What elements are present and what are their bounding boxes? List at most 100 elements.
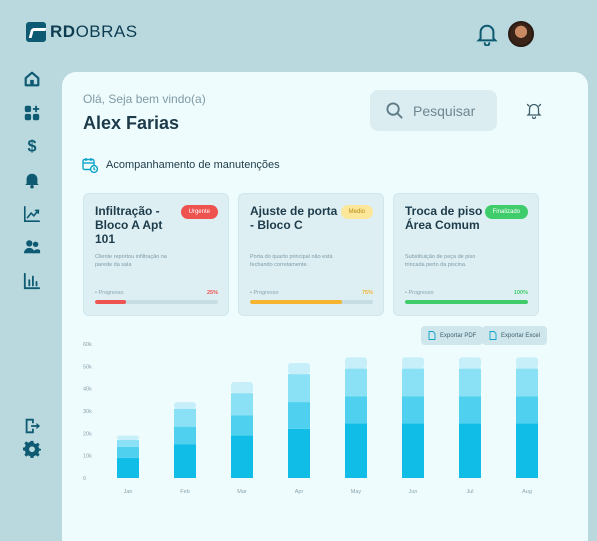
bar-segment [402,423,424,478]
bar-segment [117,457,139,478]
card-description: Substituição de peça de piso trincada pe… [405,254,476,268]
bar-segment [516,423,538,478]
bar-segment [288,402,310,429]
y-tick-label: 20k [83,431,92,437]
logo-text: RDOBRAS [50,22,138,41]
search-input[interactable] [413,102,493,119]
bar-segment [117,435,139,441]
bar-segment [516,357,538,369]
bar-segment [117,440,139,447]
avatar[interactable] [508,21,534,47]
apps-add-icon[interactable] [22,103,42,123]
maintenance-bar-chart: 0 10k 20k 30k 40k 50k 60k Jan Feb Mar Apr May Jun Jul… [83,342,538,495]
calendar-clock-icon [82,158,98,173]
x-tick-label: Aug [522,489,532,495]
x-tick-label: Feb [180,489,189,495]
home-icon[interactable] [22,69,42,89]
card-title: Troca de piso – Área Comum [405,204,493,232]
bar-segment [516,396,538,424]
x-tick-label: Jul [466,489,473,495]
bar-segment [402,396,424,424]
bar-segment [345,396,367,424]
x-tick-label: Jan [124,489,133,495]
user-name: Alex Farias [83,113,180,133]
bar-segment [459,423,481,478]
bar-segment [231,415,253,436]
file-icon [428,331,436,340]
bar-segment [459,368,481,397]
bar-segment [345,357,367,369]
y-tick-label: 50k [83,364,92,370]
progress-fill [95,300,126,304]
progress-fill [405,300,528,304]
settings-gear-icon[interactable] [22,439,42,459]
x-tick-label: Jun [409,489,418,495]
section-header: Acompanhamento de manutenções [82,157,280,173]
card-description: Cliente reportou infiltração na parede d… [95,254,167,268]
bell-icon[interactable] [22,170,42,190]
bar-segment [288,374,310,403]
progress-bar [250,300,373,304]
logo: RDOBRAS [26,22,138,42]
y-tick-label: 40k [83,387,92,393]
x-tick-label: Mar [237,489,247,495]
card-description: Porta do quarto principal não está fecha… [250,254,333,268]
search-box[interactable] [370,90,497,131]
status-badge: Medio [340,205,373,219]
file-icon [489,331,497,340]
maintenance-card[interactable]: Infiltração - Bloco A Apt 101 Urgente Cl… [83,193,229,316]
bar-segment [174,402,196,409]
bar-segment [174,444,196,478]
maintenance-card[interactable]: Troca de piso – Área Comum Finalizado Su… [393,193,539,316]
bar-segment [516,368,538,397]
progress-value: 75% [361,290,373,296]
y-tick-label: 30k [83,409,92,415]
bar-segment [402,357,424,369]
card-title: Infiltração - Bloco A Apt 101 [95,204,163,246]
status-badge: Finalizado [484,205,528,219]
users-icon[interactable] [22,237,42,257]
y-tick-label: 60k [83,342,92,348]
dollar-icon[interactable]: $ [22,135,42,155]
x-tick-label: May [351,489,362,495]
progress-value: 100% [513,290,528,296]
bar-segment [459,396,481,424]
progress-bar [405,300,528,304]
progress-label: • Progresso [95,290,124,296]
bar-segment [459,357,481,369]
bar-segment [174,408,196,427]
status-badge: Urgente [180,205,218,219]
y-tick-label: 0 [83,476,86,482]
card-title: Ajuste de porta - Bloco C [250,204,338,232]
export-excel-button[interactable]: Exportar Excel [482,326,548,345]
notification-bell-icon[interactable] [476,22,498,46]
progress-fill [250,300,343,304]
export-pdf-button[interactable]: Exportar PDF [421,326,484,345]
greeting: Olá, Seja bem vindo(a) [83,92,206,106]
alarm-bell-icon[interactable] [525,101,543,119]
search-icon [386,102,403,119]
progress-label: • Progresso [405,290,434,296]
logo-mark-icon [26,22,46,42]
bar-segment [288,428,310,478]
bar-segment [288,362,310,375]
bar-segment [117,446,139,458]
main-panel: Olá, Seja bem vindo(a) Alex Farias Acomp… [62,72,588,541]
progress-label: • Progresso [250,290,279,296]
bar-segment [402,368,424,397]
y-tick-label: 10k [83,454,92,460]
maintenance-card[interactable]: Ajuste de porta - Bloco C Medio Porta do… [238,193,384,316]
bar-segment [345,423,367,478]
bar-segment [174,426,196,445]
bar-segment [231,381,253,394]
bar-segment [231,435,253,478]
bar-segment [345,368,367,397]
progress-bar [95,300,218,304]
section-title: Acompanhamento de manutenções [106,159,280,171]
trend-chart-icon[interactable] [22,204,42,224]
bar-segment [231,393,253,416]
logout-icon[interactable] [22,416,42,436]
svg-text:$: $ [27,137,36,154]
bar-chart-icon[interactable] [22,271,42,291]
progress-value: 25% [206,290,218,296]
